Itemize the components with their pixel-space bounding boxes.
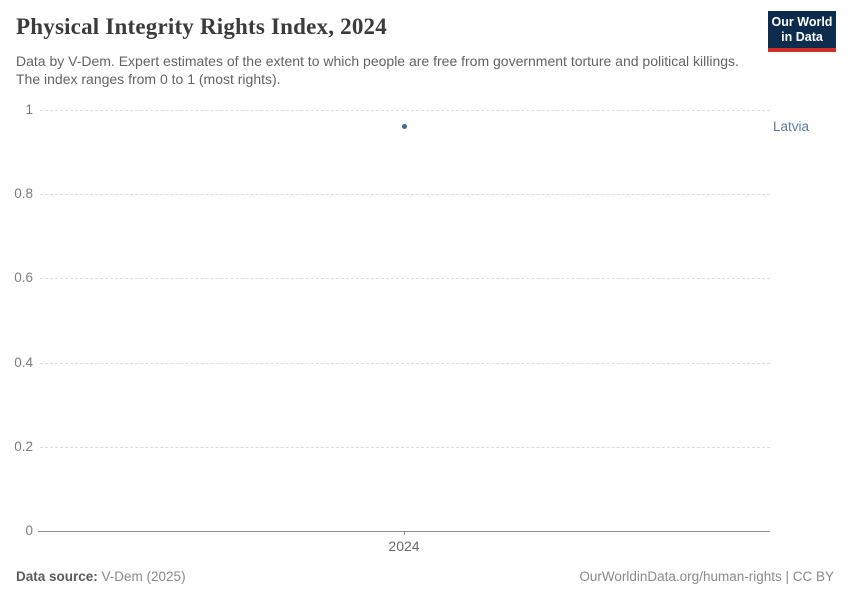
gridline [40, 362, 770, 364]
page-title: Physical Integrity Rights Index, 2024 [16, 14, 387, 39]
gridline [40, 110, 770, 111]
owid-logo-line2: in Data [781, 30, 823, 44]
owid-logo-line1: Our World [771, 15, 833, 29]
data-source-label: Data source: [16, 569, 98, 584]
x-axis-tick-label: 2024 [388, 538, 420, 554]
y-axis-tick-label: 0.6 [14, 270, 33, 286]
gridline [40, 194, 770, 196]
entity-label-latvia[interactable]: Latvia [773, 118, 810, 134]
y-axis-tick-label: 0.4 [14, 354, 33, 370]
y-axis-tick-label: 1 [25, 102, 33, 117]
data-source-note: Data source: V-Dem (2025) [16, 569, 186, 584]
attribution-link[interactable]: OurWorldinData.org/human-rights | CC BY [579, 569, 834, 584]
chart-subtitle: Data by V-Dem. Expert estimates of the e… [16, 53, 739, 87]
owid-logo[interactable]: Our World in Data [768, 11, 836, 52]
x-axis-tick-mark [404, 531, 405, 535]
y-axis-tick-label: 0.2 [14, 438, 33, 454]
data-source-value: V-Dem (2025) [97, 569, 186, 584]
data-point-latvia[interactable] [401, 124, 407, 130]
y-axis-tick-label: 0 [25, 523, 33, 538]
gridline [40, 446, 770, 448]
y-axis-tick-label: 0.8 [14, 186, 33, 202]
gridline [40, 278, 770, 280]
